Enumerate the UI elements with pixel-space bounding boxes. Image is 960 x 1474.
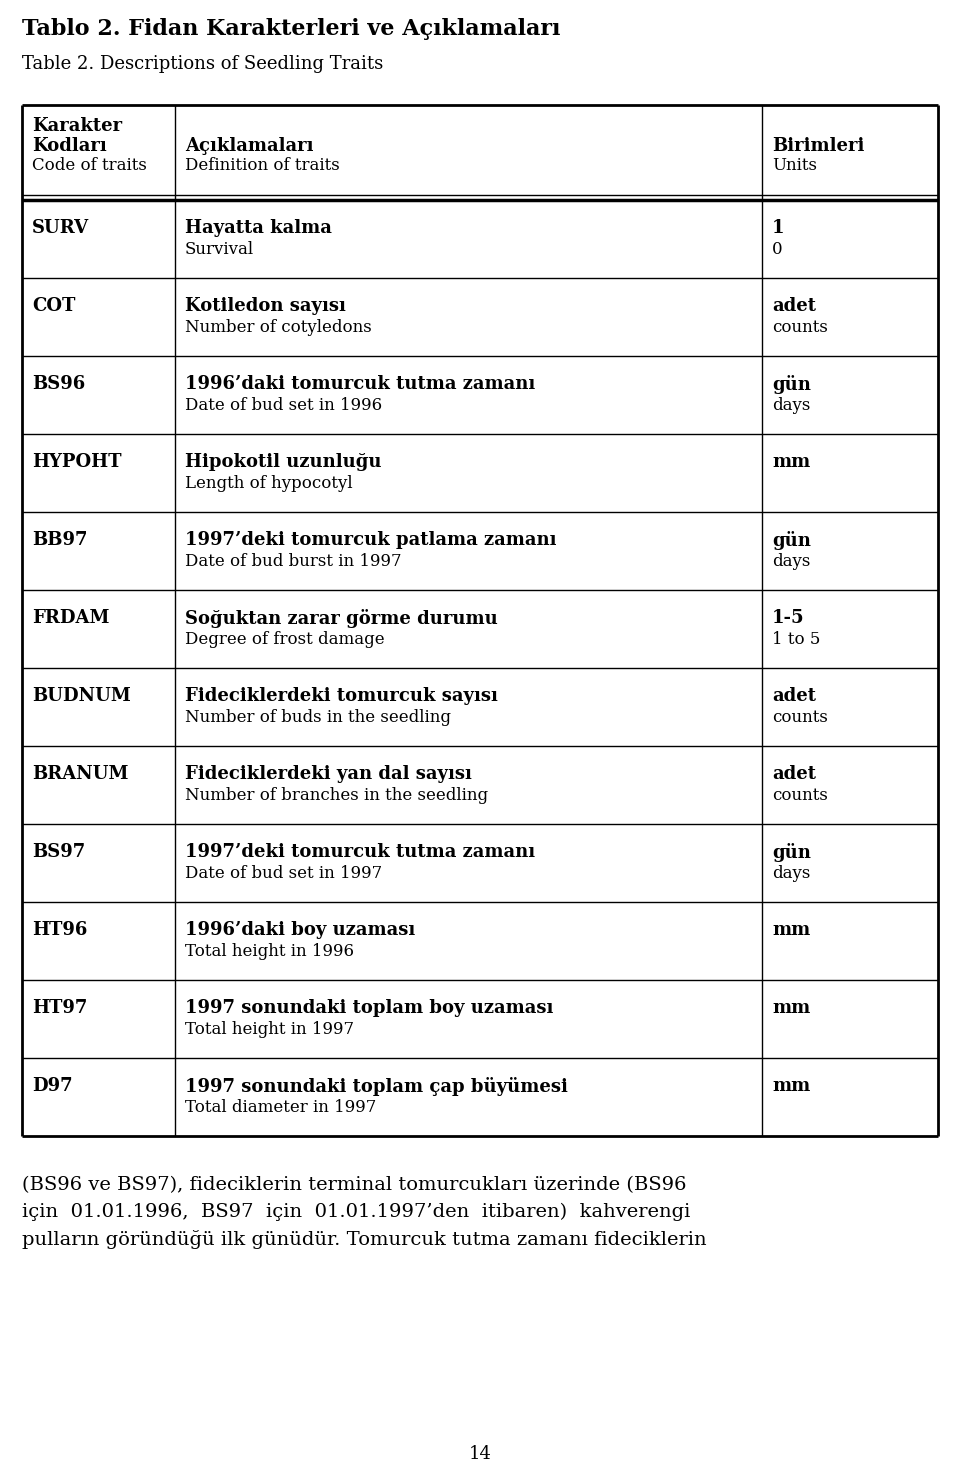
Text: COT: COT (32, 296, 76, 315)
Text: Length of hypocotyl: Length of hypocotyl (185, 475, 352, 492)
Text: adet: adet (772, 765, 816, 783)
Text: Survival: Survival (185, 242, 254, 258)
Text: counts: counts (772, 318, 828, 336)
Text: Number of buds in the seedling: Number of buds in the seedling (185, 709, 451, 727)
Text: days: days (772, 553, 810, 570)
Text: Code of traits: Code of traits (32, 158, 147, 174)
Text: Degree of frost damage: Degree of frost damage (185, 631, 385, 649)
Text: Soğuktan zarar görme durumu: Soğuktan zarar görme durumu (185, 609, 497, 628)
Text: HT97: HT97 (32, 999, 87, 1017)
Text: mm: mm (772, 453, 810, 472)
Text: Kotiledon sayısı: Kotiledon sayısı (185, 296, 346, 315)
Text: days: days (772, 865, 810, 881)
Text: Number of cotyledons: Number of cotyledons (185, 318, 372, 336)
Text: Definition of traits: Definition of traits (185, 158, 340, 174)
Text: SURV: SURV (32, 220, 89, 237)
Text: adet: adet (772, 687, 816, 705)
Text: Karakter: Karakter (32, 116, 122, 136)
Text: FRDAM: FRDAM (32, 609, 109, 626)
Text: Date of bud set in 1997: Date of bud set in 1997 (185, 865, 382, 881)
Text: gün: gün (772, 531, 811, 550)
Text: Units: Units (772, 158, 817, 174)
Text: mm: mm (772, 921, 810, 939)
Text: 14: 14 (468, 1445, 492, 1464)
Text: gün: gün (772, 374, 811, 394)
Text: Birimleri: Birimleri (772, 137, 864, 155)
Text: gün: gün (772, 843, 811, 862)
Text: Date of bud set in 1996: Date of bud set in 1996 (185, 397, 382, 414)
Text: mm: mm (772, 999, 810, 1017)
Text: counts: counts (772, 709, 828, 727)
Text: Hipokotil uzunluğu: Hipokotil uzunluğu (185, 453, 381, 472)
Text: counts: counts (772, 787, 828, 803)
Text: Total height in 1997: Total height in 1997 (185, 1021, 354, 1038)
Text: 1997 sonundaki toplam boy uzaması: 1997 sonundaki toplam boy uzaması (185, 999, 553, 1017)
Text: 1 to 5: 1 to 5 (772, 631, 821, 649)
Text: Hayatta kalma: Hayatta kalma (185, 220, 332, 237)
Text: 1-5: 1-5 (772, 609, 804, 626)
Text: Fideciklerdeki tomurcuk sayısı: Fideciklerdeki tomurcuk sayısı (185, 687, 498, 705)
Text: Total diameter in 1997: Total diameter in 1997 (185, 1100, 376, 1116)
Text: 1996’daki boy uzaması: 1996’daki boy uzaması (185, 921, 416, 939)
Text: 1996’daki tomurcuk tutma zamanı: 1996’daki tomurcuk tutma zamanı (185, 374, 536, 394)
Text: 1: 1 (772, 220, 784, 237)
Text: 0: 0 (772, 242, 782, 258)
Text: Tablo 2. Fidan Karakterleri ve Açıklamaları: Tablo 2. Fidan Karakterleri ve Açıklamal… (22, 18, 561, 40)
Text: D97: D97 (32, 1077, 73, 1095)
Text: Total height in 1996: Total height in 1996 (185, 943, 354, 960)
Text: için  01.01.1996,  BS97  için  01.01.1997’den  itibaren)  kahverengi: için 01.01.1996, BS97 için 01.01.1997’de… (22, 1203, 690, 1222)
Text: 1997’deki tomurcuk patlama zamanı: 1997’deki tomurcuk patlama zamanı (185, 531, 557, 548)
Text: pulların göründüğü ilk günüdür. Tomurcuk tutma zamanı fideciklerin: pulların göründüğü ilk günüdür. Tomurcuk… (22, 1229, 707, 1248)
Text: HYPOHT: HYPOHT (32, 453, 122, 472)
Text: mm: mm (772, 1077, 810, 1095)
Text: Kodları: Kodları (32, 137, 107, 155)
Text: Fideciklerdeki yan dal sayısı: Fideciklerdeki yan dal sayısı (185, 765, 472, 783)
Text: BB97: BB97 (32, 531, 87, 548)
Text: Number of branches in the seedling: Number of branches in the seedling (185, 787, 488, 803)
Text: 1997’deki tomurcuk tutma zamanı: 1997’deki tomurcuk tutma zamanı (185, 843, 535, 861)
Text: (BS96 ve BS97), fideciklerin terminal tomurcukları üzerinde (BS96: (BS96 ve BS97), fideciklerin terminal to… (22, 1176, 686, 1194)
Text: 1997 sonundaki toplam çap büyümesi: 1997 sonundaki toplam çap büyümesi (185, 1077, 568, 1097)
Text: BS97: BS97 (32, 843, 85, 861)
Text: BS96: BS96 (32, 374, 85, 394)
Text: days: days (772, 397, 810, 414)
Text: BRANUM: BRANUM (32, 765, 129, 783)
Text: Açıklamaları: Açıklamaları (185, 137, 314, 155)
Text: Date of bud burst in 1997: Date of bud burst in 1997 (185, 553, 401, 570)
Text: Table 2. Descriptions of Seedling Traits: Table 2. Descriptions of Seedling Traits (22, 55, 383, 74)
Text: HT96: HT96 (32, 921, 87, 939)
Text: BUDNUM: BUDNUM (32, 687, 131, 705)
Text: adet: adet (772, 296, 816, 315)
